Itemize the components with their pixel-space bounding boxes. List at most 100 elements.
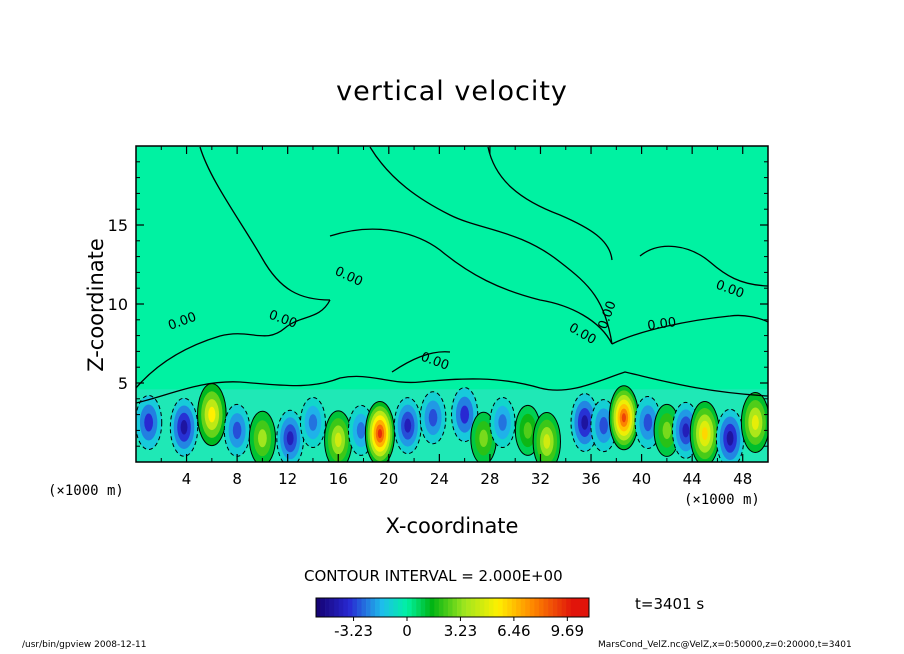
colorbar-cell	[461, 598, 467, 617]
colorbar-cell	[429, 598, 435, 617]
velocity-cell	[356, 422, 366, 439]
colorbar-cell	[407, 598, 412, 617]
x-tick-label: 4	[182, 470, 192, 488]
x-tick-label: 16	[329, 470, 348, 488]
colorbar-cell	[548, 598, 553, 617]
colorbar-cell	[525, 598, 531, 617]
zero-contour-line	[639, 245, 768, 287]
velocity-cell	[751, 415, 759, 430]
velocity-cell	[479, 429, 488, 447]
footer-right: MarsCond_VelZ.nc@VelZ,x=0:50000,z=0:2000…	[598, 640, 852, 650]
colorbar-cell	[447, 598, 453, 617]
x-unit-left: (×1000 m)	[48, 483, 124, 499]
x-tick-label: 20	[379, 470, 398, 488]
colorbar-cell	[484, 598, 490, 617]
zero-contour-line	[136, 371, 768, 404]
velocity-cell	[232, 421, 242, 440]
x-tick-label: 28	[480, 470, 499, 488]
colorbar-cell	[493, 598, 499, 617]
velocity-cell	[308, 414, 318, 431]
colorbar-cell	[375, 598, 380, 617]
colorbar-cell	[543, 598, 549, 617]
velocity-cell	[726, 431, 734, 446]
x-tick-label: 32	[531, 470, 550, 488]
velocity-cell	[404, 418, 412, 433]
colorbar-frame	[315, 597, 590, 618]
colorbar-tick-label: 9.69	[551, 622, 584, 640]
colorbar-cell	[420, 598, 426, 617]
zero-contour-line	[329, 228, 613, 345]
velocity-cell	[581, 415, 589, 430]
y-tick-label: 10	[108, 295, 128, 314]
velocity-cell	[498, 414, 507, 431]
colorbar-cell	[507, 598, 512, 617]
footer-left: /usr/bin/gpview 2008-12-11	[22, 640, 147, 650]
time-label: t=3401 s	[635, 595, 705, 613]
velocity-cell	[523, 422, 533, 439]
colorbar-cell	[366, 598, 371, 617]
colorbar-cell	[457, 598, 462, 617]
colorbar-cell	[347, 598, 353, 617]
velocity-cell	[599, 416, 608, 435]
colorbar-cell	[579, 598, 585, 617]
colorbar-cell	[511, 598, 517, 617]
x-axis-label: X-coordinate	[385, 514, 519, 538]
colorbar-cell	[575, 598, 581, 617]
colorbar-cell	[416, 598, 421, 617]
x-tick-label: 36	[581, 470, 600, 488]
colorbar-cell	[538, 598, 544, 617]
colorbar-cell	[516, 598, 522, 617]
velocity-cell	[208, 406, 216, 423]
colorbar-cell	[438, 598, 444, 617]
x-tick-label: 12	[278, 470, 297, 488]
colorbar-cell	[552, 598, 558, 617]
colorbar-cell	[370, 598, 376, 617]
velocity-cell	[621, 413, 627, 423]
colorbar-cell	[334, 598, 340, 617]
x-tick-label: 40	[632, 470, 651, 488]
colorbar-cell	[325, 598, 330, 617]
colorbar-cell	[316, 598, 321, 617]
colorbar-cell	[384, 598, 390, 617]
colorbar-cell	[434, 598, 440, 617]
chart-title: vertical velocity	[336, 76, 568, 107]
colorbar-cell	[557, 598, 562, 617]
colorbar-cell	[502, 598, 508, 617]
colorbar-cell	[425, 598, 431, 617]
colorbar-cell	[361, 598, 367, 617]
zero-contour-line	[487, 146, 613, 261]
colorbar-cell	[561, 598, 567, 617]
colorbar-tick-label: 3.23	[444, 622, 477, 640]
colorbar-cell	[570, 598, 576, 617]
zero-contour-line	[391, 351, 451, 373]
contour-interval-label: CONTOUR INTERVAL = 2.000E+00	[304, 567, 563, 585]
velocity-cell	[662, 421, 672, 440]
colorbar-cell	[529, 598, 535, 617]
colorbar-cell	[379, 598, 385, 617]
velocity-cell	[543, 434, 551, 449]
colorbar-cell	[388, 598, 394, 617]
colorbar-cell	[520, 598, 526, 617]
colorbar-cell	[356, 598, 362, 617]
velocity-cell	[701, 427, 708, 440]
velocity-cell	[286, 431, 294, 446]
zero-contour-line	[136, 299, 331, 389]
colorbar-cell	[584, 598, 590, 617]
colorbar-cell	[443, 598, 449, 617]
velocity-cell	[377, 428, 383, 439]
colorbar-cell	[338, 598, 344, 617]
x-tick-label: 44	[683, 470, 702, 488]
colorbar-cell	[479, 598, 485, 617]
colorbar-cell	[488, 598, 494, 617]
y-tick-label: 15	[108, 216, 128, 235]
colorbar-cell	[411, 598, 417, 617]
zero-contour-line	[199, 146, 331, 301]
colorbar-cell	[343, 598, 349, 617]
velocity-cell	[460, 405, 470, 424]
colorbar-cell	[498, 598, 503, 617]
colorbar-cell	[393, 598, 399, 617]
heatmap-field	[136, 146, 768, 462]
zero-contour-line	[369, 146, 613, 345]
contour-label: 0.00	[646, 315, 677, 334]
colorbar-cell	[320, 598, 326, 617]
